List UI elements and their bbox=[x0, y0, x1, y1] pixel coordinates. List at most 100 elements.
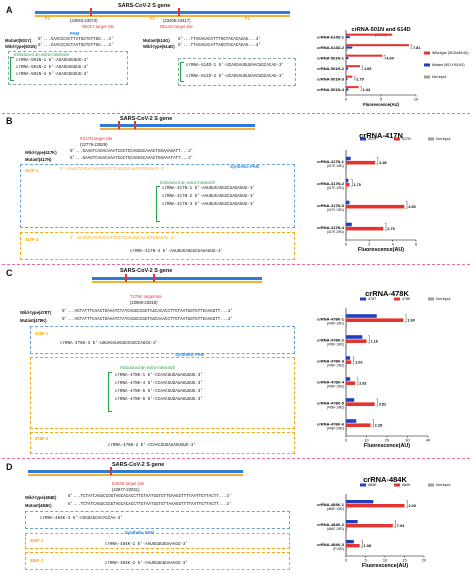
bar bbox=[346, 57, 349, 60]
sequence-label: Wild-type(501N) bbox=[5, 44, 37, 49]
bar-chart: crRNA-501N and 614D Wild-type (501N/614D)… bbox=[317, 27, 469, 107]
x-tick-label: 10 bbox=[383, 559, 387, 563]
legend-swatch bbox=[424, 63, 430, 67]
primer-group-box bbox=[30, 432, 295, 454]
sequence-label: Mutant(484K) bbox=[25, 503, 52, 508]
legend-swatch bbox=[424, 75, 430, 79]
category-label: crRNA-478K-3 bbox=[317, 359, 345, 364]
category-label: crRNA-417N-1 bbox=[317, 159, 345, 164]
category-label: crRNA-614D-2 bbox=[317, 45, 345, 50]
crrna-group-box bbox=[178, 58, 296, 86]
legend-label: Wild-type (501N/614D) bbox=[432, 51, 469, 55]
x-tick-label: 2 bbox=[368, 243, 370, 247]
primer-label: 417F-1 bbox=[25, 168, 39, 173]
ratio-label: 1.16 bbox=[371, 340, 378, 344]
bar bbox=[346, 187, 348, 191]
gene-title: SARS-CoV-2 S gene bbox=[120, 116, 173, 122]
bracket bbox=[10, 57, 14, 81]
primer-label: 478F-2 bbox=[35, 436, 49, 441]
bar bbox=[346, 508, 348, 512]
ratio-label: 2.70 bbox=[387, 227, 394, 231]
ratio-label: 1.70 bbox=[354, 183, 361, 187]
position-range: (22977-23031) bbox=[112, 487, 140, 492]
sequence: 5'...TCTATCAGGCCGGTAGCACACCTTGTAATGGTGTT… bbox=[68, 495, 232, 499]
bar bbox=[346, 360, 352, 364]
legend-swatch bbox=[394, 137, 400, 141]
legend-label: 417N bbox=[402, 137, 411, 141]
bar bbox=[346, 69, 348, 72]
position-range: (22776-22829) bbox=[80, 142, 108, 147]
x-tick-label: 30 bbox=[405, 439, 409, 443]
ratio-label: 4.04 bbox=[386, 56, 394, 60]
sequence: 5'...TTAGAGACATTAGGTACACAGAG...3' bbox=[178, 44, 261, 48]
bar bbox=[346, 356, 351, 360]
ratio-label: 1.03 bbox=[355, 361, 362, 365]
category-sublabel: (484F-1/R2) bbox=[327, 527, 344, 531]
legend-swatch bbox=[394, 297, 400, 301]
legend-label: Mutant (501Y/614G) bbox=[432, 63, 465, 67]
chart-title: crRNA-501N and 614D bbox=[351, 27, 410, 33]
category-label: crRNA-614D-1 bbox=[317, 34, 345, 39]
bar bbox=[346, 88, 349, 91]
sequence-label: Wild-type(417K) bbox=[25, 150, 57, 155]
sequence: 5'...GAAGTCAGACAAATCGCTCCAGGGCAAACTGGAAA… bbox=[70, 150, 194, 154]
crrna-sequence: crRNA-501N-1 5'-AGAGGUGUUG-3' bbox=[16, 59, 89, 63]
crrna-sequence: crRNA-417N-2 5'-AAUUUCAUGUCUAUAUUU-3' bbox=[162, 195, 255, 199]
category-label: crRNA-501N-3 bbox=[317, 76, 345, 81]
crrna-sequence: crRNA-417N-3 5'-AAUUUCAUGUCUAUAUUU-3' bbox=[162, 203, 255, 207]
category-label: crRNA-484K-2 bbox=[317, 522, 345, 527]
primer-label: 478F-1 bbox=[35, 331, 49, 336]
crrna-sequence: crRNA-501N-3 5'-AGAGGUGUUG-3' bbox=[16, 73, 89, 77]
category-label: crRNA-501N-4 bbox=[317, 87, 345, 92]
bar bbox=[346, 524, 393, 528]
legend-label: Not input bbox=[436, 483, 450, 487]
x-tick-label: 20 bbox=[422, 559, 426, 563]
panel-divider bbox=[2, 264, 470, 265]
bar bbox=[346, 520, 358, 524]
primer-group-box bbox=[30, 357, 295, 429]
legend-swatch bbox=[360, 297, 366, 301]
panel-letter: C bbox=[6, 268, 13, 278]
bar bbox=[346, 318, 404, 322]
x-tick-label: 15 bbox=[402, 559, 406, 563]
legend-swatch bbox=[360, 137, 366, 141]
mutation-marker bbox=[110, 467, 112, 475]
chart-title: crRNA-417N bbox=[359, 131, 403, 140]
category-sublabel: (484F-1/R2) bbox=[327, 507, 344, 511]
ratio-label: 7.81 bbox=[413, 46, 420, 50]
sequence: 5'...TTAGAGACATTTGGTACACAGAG...3' bbox=[178, 38, 261, 42]
primer-group-box bbox=[25, 511, 290, 529]
legend-label: 478K bbox=[402, 297, 411, 301]
bar bbox=[346, 33, 393, 36]
mutation-marker bbox=[118, 121, 120, 129]
bar bbox=[346, 504, 405, 508]
legend-label: Not input bbox=[436, 137, 450, 141]
crrna-sequence: crRNA-478K-5 5'-CCAACUUGAUAGUUUG-3' bbox=[115, 390, 203, 394]
sequence: 5'...TCTATCAGGCCGGTAGCACACCTTGTAATGGTGTT… bbox=[68, 503, 232, 507]
primer-label: 417F-2 bbox=[25, 237, 39, 242]
gene-bar bbox=[28, 470, 243, 473]
sequence-label: Wild-type(614D) bbox=[143, 44, 175, 49]
legend-label: Not input bbox=[436, 297, 450, 301]
crrna-sequence: crRNA-484K-3 5'-CGGUAGCACACCAA-3' bbox=[40, 517, 123, 521]
bar bbox=[346, 231, 348, 235]
pam-label: Synthetic PAM bbox=[230, 164, 260, 169]
bar bbox=[346, 36, 350, 39]
ratio-label: 2.28 bbox=[375, 424, 382, 428]
category-label: crRNA-478K-6 bbox=[317, 422, 345, 427]
sequence: 5'...CAACCCACTTATGGTGTTGG...3' bbox=[38, 38, 114, 42]
panel-divider bbox=[2, 113, 470, 114]
mutation-marker bbox=[125, 274, 127, 282]
crrna-sequence: crRNA-484K-1 5'-AAUGGUGUUAAAGG-3' bbox=[105, 543, 188, 547]
ratio-label: 2.03 bbox=[409, 504, 416, 508]
sequence: 5'...AGTATTTCAACTGAAATCTATCAGGCCGGTAGCAC… bbox=[62, 310, 233, 314]
pam-label: Synthetic PAM bbox=[175, 352, 205, 357]
bracket bbox=[108, 372, 112, 412]
bar bbox=[346, 160, 376, 165]
mutation-marker bbox=[90, 8, 92, 16]
primer-label: F2 bbox=[150, 16, 155, 21]
primer-group-box bbox=[25, 533, 290, 549]
bar bbox=[346, 156, 351, 161]
